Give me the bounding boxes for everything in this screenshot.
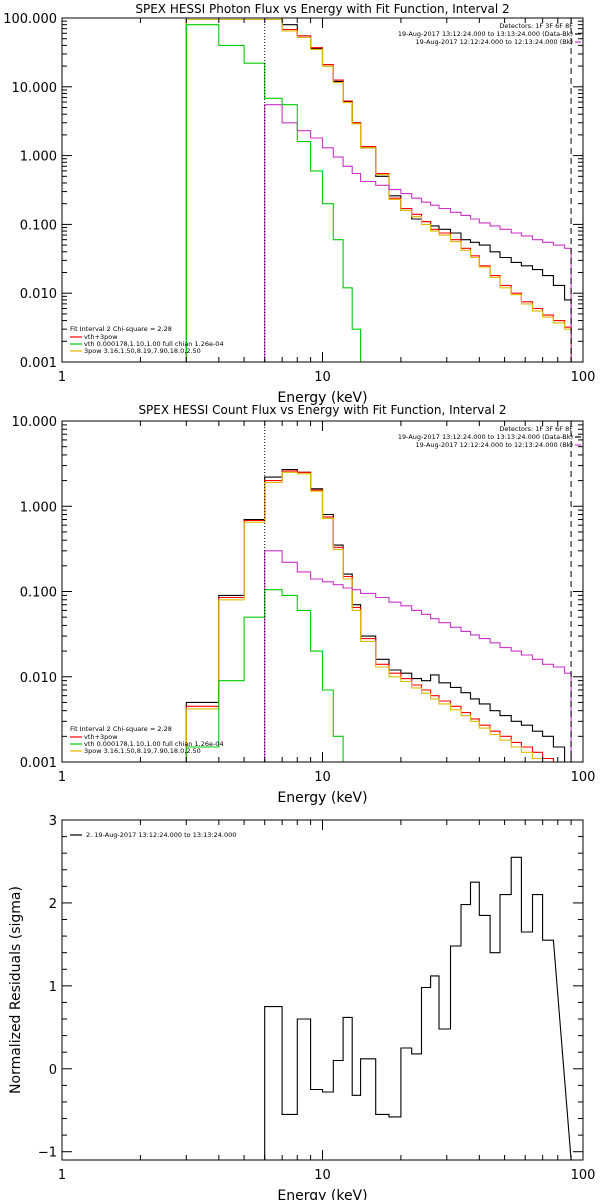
y-tick-label: 1.000: [20, 500, 57, 515]
legend-label: 2. 19-Aug-2017 13:12:24.000 to 13:13:24.…: [86, 831, 236, 839]
series-line-1: [185, 468, 572, 762]
legend-header: Fit Interval 2 Chi-square = 2.28: [70, 725, 172, 733]
y-tick-label: 10.000: [12, 81, 58, 96]
y-tick-label: 3: [49, 814, 57, 829]
series-line-2: [185, 470, 572, 762]
legend: 2. 19-Aug-2017 13:12:24.000 to 13:13:24.…: [70, 831, 236, 839]
series-line-4: [264, 104, 572, 362]
info-line: 19-Aug-2017 13:12:24.000 to 13:13:24.000…: [398, 433, 573, 441]
x-tick-label: 100: [571, 370, 596, 385]
legend-label: 3pow 3.16,1.50,8.19,7.90,18.0,2.50: [84, 747, 201, 755]
y-axis-label: Normalized Residuals (sigma): [8, 886, 24, 1094]
legend-label: 3pow 3.16,1.50,8.19,7.90,18.0,2.50: [84, 347, 201, 355]
chart-panel-1: SPEX HESSI Photon Flux vs Energy with Fi…: [3, 2, 595, 406]
y-axis: 3 2 1 0 −1 Normalized Residuals (sigma): [8, 814, 583, 1161]
x-tick-label: 100: [571, 1168, 596, 1183]
y-axis: 100.000 10.000 1.000 0.100 0.010 0.001: [3, 12, 583, 371]
y-tick-label: 1: [49, 980, 57, 995]
y-tick-label: 0.010: [20, 287, 57, 302]
series-line-4: [264, 550, 572, 762]
series-group: [185, 468, 572, 762]
y-tick-label: 0.100: [20, 218, 57, 233]
y-tick-label: 0: [49, 1063, 57, 1078]
plot-frame: [61, 819, 584, 1161]
x-tick-label: 1: [58, 770, 66, 785]
series-line-1: [264, 856, 572, 1160]
y-tick-label: 2: [49, 897, 57, 912]
info-line: Detectors: 1F 3F 6F 8F: [499, 425, 573, 433]
series-group: [185, 18, 572, 362]
y-tick-label: 1.000: [20, 150, 57, 165]
x-tick-label: 1: [58, 370, 66, 385]
x-tick-label: 1: [58, 1168, 66, 1183]
info-line: 19-Aug-2017 12:12:24.000 to 12:13:24.000…: [416, 38, 573, 46]
y-axis: 10.000 1.000 0.100 0.010 0.001: [12, 415, 583, 771]
x-axis: 1 10 100 Energy (keV): [58, 820, 596, 1204]
chart-title: SPEX HESSI Photon Flux vs Energy with Fi…: [135, 2, 509, 16]
info-line: Detectors: 1F 3F 6F 8F: [499, 22, 573, 30]
y-tick-label: 0.100: [20, 586, 57, 601]
series-group: [264, 856, 572, 1160]
x-tick-label: 10: [314, 1168, 331, 1183]
x-tick-label: 10: [314, 770, 331, 785]
series-line-3: [185, 18, 572, 362]
x-axis-label: Energy (keV): [277, 790, 367, 806]
info-line: 19-Aug-2017 12:12:24.000 to 12:13:24.000…: [416, 441, 573, 449]
x-axis-label: Energy (keV): [277, 1188, 367, 1200]
legend-label: vth 0.000178,1.10,1.00 full chian 1.26e-…: [84, 340, 224, 348]
series-line-1: [185, 18, 572, 362]
legend-header: Fit Interval 2 Chi-square = 2.28: [70, 325, 172, 333]
info-line: 19-Aug-2017 13:12:24.000 to 13:13:24.000…: [398, 30, 573, 38]
x-axis: 1 10 100 Energy (keV): [58, 421, 596, 806]
series-line-5: [185, 24, 362, 362]
series-line-3: [185, 471, 572, 762]
y-tick-label: −1: [38, 1146, 57, 1161]
x-axis-label: Energy (keV): [277, 390, 367, 406]
legend: Fit Interval 2 Chi-square = 2.28vth+3pow…: [70, 725, 224, 755]
y-tick-label: 0.001: [20, 356, 57, 371]
series-line-2: [185, 18, 572, 362]
x-tick-label: 10: [314, 370, 331, 385]
y-tick-label: 10.000: [12, 415, 58, 430]
x-tick-label: 100: [571, 770, 596, 785]
chart-panel-2: SPEX HESSI Count Flux vs Energy with Fit…: [12, 403, 596, 806]
legend-label: vth+3pow: [84, 733, 118, 741]
series-line-5: [185, 589, 361, 762]
y-tick-label: 0.010: [20, 671, 57, 686]
legend-label: vth 0.000178,1.10,1.00 full chian 1.26e-…: [84, 740, 224, 748]
y-tick-label: 100.000: [3, 12, 57, 27]
chart-title: SPEX HESSI Count Flux vs Energy with Fit…: [138, 403, 506, 417]
y-tick-label: 0.001: [20, 756, 57, 771]
x-axis: 1 10 100 Energy (keV): [58, 18, 596, 406]
plot-frame: [61, 420, 584, 763]
legend: Fit Interval 2 Chi-square = 2.28vth+3pow…: [70, 325, 224, 355]
legend-label: vth+3pow: [84, 333, 118, 341]
